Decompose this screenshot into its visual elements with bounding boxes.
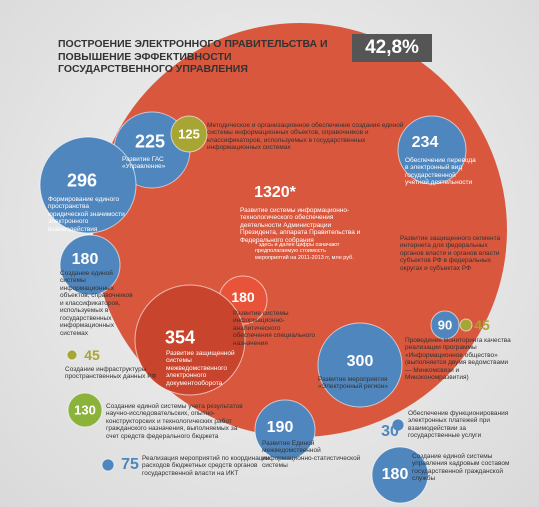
bubble [254,399,316,461]
bubble [371,446,429,504]
bubble-value: 36 [474,209,492,226]
bubble-label: Развитие системы информационно-аналитиче… [233,310,316,347]
bubble-value: 1320* [254,184,296,201]
bubble [59,234,121,296]
bubble-label: Развитие ГАС «Управление» [122,156,166,171]
bubble-label: Создание инфраструктуры пространственных… [65,366,157,381]
bubble-label: Создание единой системы учета результато… [106,403,243,440]
bubble [430,310,460,340]
bubble-value: 125 [178,126,200,142]
bubble [170,115,208,153]
bubble-label: Создание единой системы управления кадро… [412,453,510,483]
title: ПОСТРОЕНИЕ ЭЛЕКТРОННОГО ПРАВИТЕЛЬСТВА И … [58,38,328,76]
bubble [66,349,78,361]
bubble-value: 234 [411,134,439,151]
bubble-label: Формирование единого пространства юридич… [48,196,125,233]
bubble-value: 75 [121,456,139,473]
bubble-value: 354 [164,327,196,348]
bubble-value: 180 [71,251,99,268]
bubble-label: Развитие мероприятия «Электронный регион… [318,376,388,391]
bubble-value: 90 [437,317,453,333]
bubble [397,115,467,185]
bubble-label: Методическое и организационное обеспечен… [207,122,404,152]
bubble [39,136,137,234]
footnote: * здесь и далее цифры означают предполаг… [255,242,354,261]
bubble-value: 180 [381,466,409,483]
bubble-label: Обеспечение функционирования электронных… [408,410,509,440]
bubble-label: Развитие защищенного сегмента интернета … [400,235,501,272]
bubble-value: 225 [134,131,166,152]
bubble-value: 190 [266,419,294,436]
bubble-label: Развитие системы информационно-технологи… [240,207,361,244]
bubble-value: 130 [74,402,96,418]
bubble [459,318,473,332]
bubble-value: 180 [231,289,255,305]
bubble-value: 300 [346,353,374,370]
bubble-value: 45 [84,347,100,363]
bubble [317,322,403,408]
bubble [67,392,103,428]
bubble-label: Развитие защищенной системы межведомстве… [166,350,235,387]
bubble-label: Обеспечение перевода в электронный вид г… [405,157,476,187]
bubble [134,284,246,396]
bubble [391,418,405,432]
bubble-label: Реализация мероприятий по координации ра… [142,455,270,477]
bubble-label: Проведение мониторинга качества реализац… [405,337,511,382]
bubble-value: 45 [474,317,490,333]
bubble-label: Развитие Единой межведомственной информа… [262,440,361,470]
total: 42,8% [352,34,432,62]
bubble [101,458,115,472]
bubble-label: Создание единой системы информационных о… [60,270,133,337]
bubble-value: 30 [381,423,399,440]
bubble-value: 296 [66,170,98,191]
